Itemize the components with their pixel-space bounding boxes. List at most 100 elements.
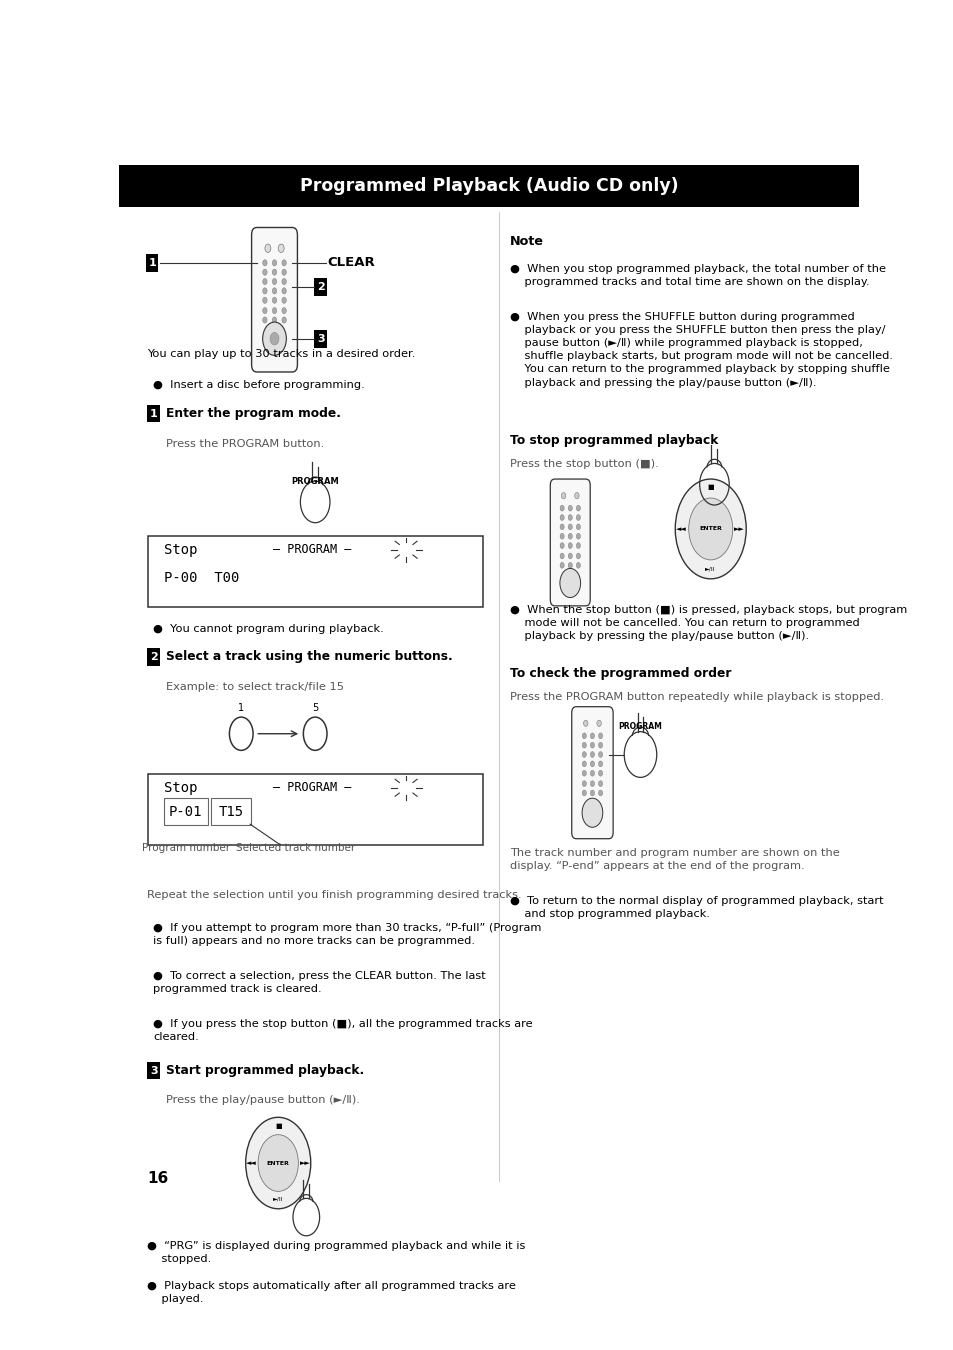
Text: Programmed Playback (Audio CD only): Programmed Playback (Audio CD only) [299, 177, 678, 194]
Circle shape [576, 524, 579, 529]
Circle shape [272, 317, 276, 323]
Circle shape [598, 733, 602, 738]
Text: Press the PROGRAM button.: Press the PROGRAM button. [166, 439, 324, 448]
FancyBboxPatch shape [148, 775, 482, 845]
Text: 1: 1 [148, 258, 156, 267]
Circle shape [590, 733, 594, 738]
Text: 2: 2 [150, 652, 157, 662]
Text: Select a track using the numeric buttons.: Select a track using the numeric buttons… [166, 651, 452, 663]
Circle shape [581, 771, 586, 776]
FancyBboxPatch shape [148, 536, 482, 608]
Circle shape [272, 288, 276, 294]
Circle shape [598, 771, 602, 776]
Text: ●  To return to the normal display of programmed playback, start
    and stop pr: ● To return to the normal display of pro… [509, 896, 882, 919]
Circle shape [568, 554, 572, 559]
Text: Press the stop button (■).: Press the stop button (■). [509, 459, 658, 470]
Circle shape [568, 533, 572, 539]
Text: ENTER: ENTER [699, 526, 721, 532]
Circle shape [576, 514, 579, 520]
Text: ●  When you stop programmed playback, the total number of the
    programmed tra: ● When you stop programmed playback, the… [509, 263, 884, 288]
Circle shape [262, 288, 267, 294]
Text: ENTER: ENTER [267, 1161, 290, 1165]
Text: Note: Note [509, 235, 543, 248]
Text: You can play up to 30 tracks in a desired order.: You can play up to 30 tracks in a desire… [147, 350, 416, 359]
Circle shape [598, 743, 602, 748]
Text: CLEAR: CLEAR [328, 256, 375, 270]
Text: ●  Insert a disc before programming.: ● Insert a disc before programming. [153, 381, 365, 390]
Text: Start programmed playback.: Start programmed playback. [166, 1064, 364, 1077]
FancyBboxPatch shape [147, 405, 160, 423]
Text: 16: 16 [147, 1170, 169, 1185]
Circle shape [590, 752, 594, 757]
Text: Press the PROGRAM button repeatedly while playback is stopped.: Press the PROGRAM button repeatedly whil… [509, 693, 882, 702]
Circle shape [568, 514, 572, 520]
Text: Press the play/pause button (►/Ⅱ).: Press the play/pause button (►/Ⅱ). [166, 1095, 359, 1106]
Circle shape [581, 790, 586, 796]
Text: – PROGRAM –: – PROGRAM – [273, 543, 351, 556]
Circle shape [559, 533, 563, 539]
Circle shape [590, 771, 594, 776]
Text: ●  When the stop button (■) is pressed, playback stops, but program
    mode wil: ● When the stop button (■) is pressed, p… [509, 605, 906, 641]
Circle shape [559, 524, 563, 529]
Circle shape [559, 568, 580, 598]
Circle shape [590, 761, 594, 767]
Circle shape [568, 505, 572, 512]
Text: ●  If you press the stop button (■), all the programmed tracks are
cleared.: ● If you press the stop button (■), all … [153, 1018, 533, 1042]
Circle shape [282, 297, 286, 304]
Circle shape [272, 269, 276, 275]
Text: ●  Playback stops automatically after all programmed tracks are
    played.: ● Playback stops automatically after all… [147, 1281, 516, 1304]
Circle shape [559, 505, 563, 512]
Text: To check the programmed order: To check the programmed order [509, 667, 730, 680]
Text: 3: 3 [316, 333, 324, 344]
Circle shape [576, 505, 579, 512]
Text: ●  When you press the SHUFFLE button during programmed
    playback or you press: ● When you press the SHUFFLE button duri… [509, 312, 892, 387]
Circle shape [581, 733, 586, 738]
Text: PROGRAM: PROGRAM [291, 478, 338, 486]
Circle shape [262, 269, 267, 275]
Text: P-01: P-01 [169, 805, 202, 818]
Circle shape [282, 269, 286, 275]
Circle shape [688, 498, 732, 560]
Circle shape [272, 259, 276, 266]
Text: PROGRAM: PROGRAM [618, 721, 661, 730]
Text: 1: 1 [150, 409, 157, 418]
Circle shape [598, 761, 602, 767]
Circle shape [597, 720, 600, 726]
Circle shape [581, 752, 586, 757]
Circle shape [576, 563, 579, 568]
Text: The track number and program number are shown on the
display. “P-end” appears at: The track number and program number are … [509, 848, 839, 871]
Circle shape [282, 259, 286, 266]
Circle shape [581, 798, 602, 828]
Circle shape [262, 308, 267, 313]
Circle shape [257, 1135, 298, 1192]
Circle shape [272, 278, 276, 285]
Circle shape [282, 278, 286, 285]
Circle shape [272, 308, 276, 313]
Circle shape [576, 554, 579, 559]
Circle shape [262, 297, 267, 304]
FancyBboxPatch shape [550, 479, 590, 606]
Text: ►►: ►► [734, 526, 744, 532]
FancyBboxPatch shape [314, 278, 327, 296]
Circle shape [270, 332, 278, 346]
FancyBboxPatch shape [314, 329, 327, 347]
Text: Selected track number: Selected track number [235, 842, 355, 853]
Text: Repeat the selection until you finish programming desired tracks.: Repeat the selection until you finish pr… [147, 890, 521, 899]
Text: Example: to select track/file 15: Example: to select track/file 15 [166, 682, 343, 691]
Circle shape [559, 554, 563, 559]
Text: ◄◄: ◄◄ [676, 526, 686, 532]
Circle shape [568, 543, 572, 548]
Circle shape [278, 244, 284, 252]
Circle shape [598, 780, 602, 787]
Circle shape [262, 278, 267, 285]
Text: ◄◄: ◄◄ [246, 1160, 256, 1166]
Text: ►/II: ►/II [704, 567, 716, 572]
Text: ►►: ►► [299, 1160, 310, 1166]
Circle shape [282, 317, 286, 323]
Text: Stop: Stop [164, 780, 197, 795]
Circle shape [590, 743, 594, 748]
Circle shape [581, 761, 586, 767]
Circle shape [581, 780, 586, 787]
Text: 1: 1 [238, 703, 244, 713]
Circle shape [598, 790, 602, 796]
